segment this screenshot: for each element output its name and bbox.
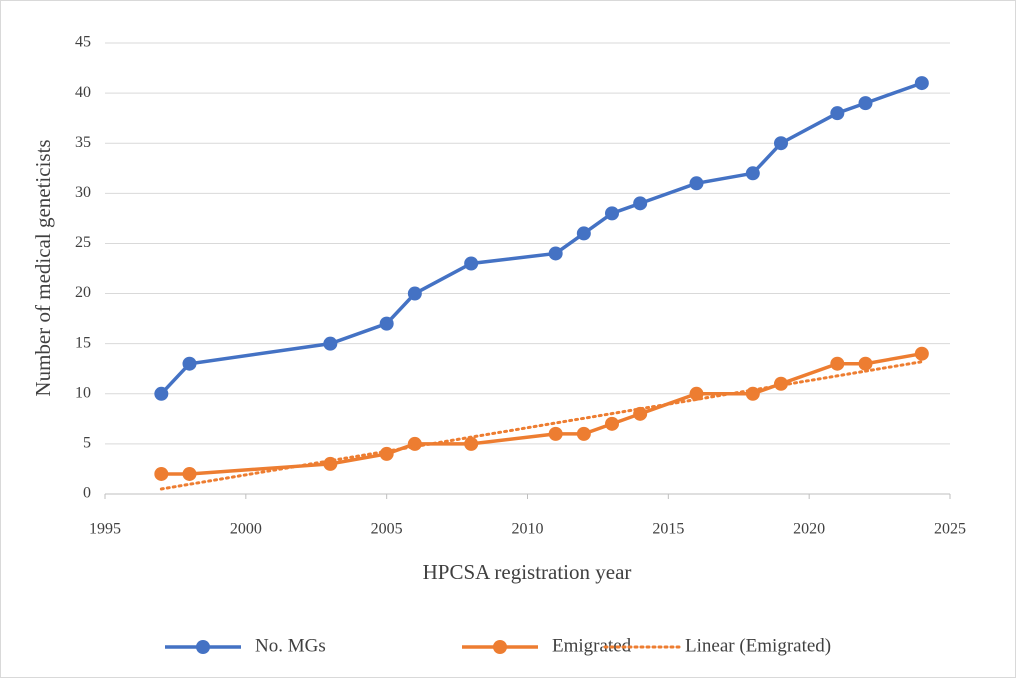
x-tick-label: 2000 [230, 521, 262, 538]
x-tick-label: 2020 [793, 521, 825, 538]
marker [774, 136, 788, 151]
marker [407, 286, 422, 301]
y-tick-label: 30 [75, 184, 91, 201]
series-line [160, 81, 923, 395]
marker [548, 246, 563, 261]
legend-marker [196, 640, 210, 654]
marker [858, 356, 873, 371]
x-axis-title: HPCSA registration year [423, 560, 632, 584]
legend-label: No. MGs [255, 635, 326, 656]
x-tick-label: 2010 [512, 521, 544, 538]
legend-label: Linear (Emigrated) [685, 635, 831, 656]
legend-marker [493, 640, 507, 654]
y-tick-label: 0 [83, 485, 91, 502]
marker [576, 226, 591, 241]
marker [464, 436, 479, 451]
marker [774, 376, 788, 391]
marker [633, 196, 648, 211]
y-tick-label: 15 [75, 334, 91, 351]
marker [745, 166, 760, 181]
trend-line [159, 360, 924, 491]
y-axis-title: Number of medical geneticists [31, 139, 55, 396]
marker [858, 96, 873, 111]
y-tick-label: 5 [83, 435, 91, 452]
marker [182, 356, 197, 371]
x-tick-label: 2005 [371, 521, 403, 538]
marker [379, 446, 394, 461]
marker [914, 76, 929, 91]
marker [154, 466, 169, 481]
legend-label: Emigrated [552, 635, 632, 656]
y-tick-label: 35 [75, 134, 91, 151]
marker [605, 206, 619, 221]
y-tick-label: 10 [75, 384, 91, 401]
marker [605, 416, 619, 431]
marker [830, 356, 845, 371]
x-tick-label: 2015 [652, 521, 684, 538]
y-tick-label: 40 [75, 84, 91, 101]
marker [464, 256, 479, 271]
marker [689, 386, 704, 401]
x-tick-label: 2025 [934, 521, 966, 538]
marker [548, 426, 563, 441]
marker [379, 316, 394, 331]
series-line [161, 351, 923, 476]
marker [154, 386, 169, 401]
marker [914, 346, 929, 361]
x-tick-label: 1995 [89, 521, 121, 538]
marker [182, 466, 197, 481]
marker [323, 336, 338, 351]
marker [830, 106, 845, 121]
y-tick-label: 20 [75, 284, 91, 301]
y-tick-label: 45 [75, 34, 91, 51]
y-tick-label: 25 [75, 234, 91, 251]
marker [689, 176, 704, 191]
marker [576, 426, 591, 441]
